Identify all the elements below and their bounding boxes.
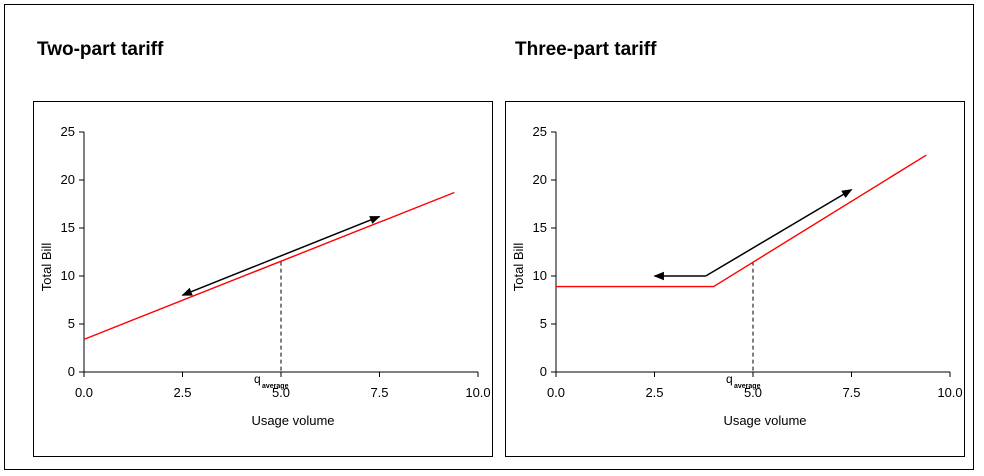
chart-two-part: 0 5 10 15 20 25 0.0 2.5 5.0 7.5 10.0 Usage volume To… xyxy=(33,101,493,457)
x-axis-label: Usage volume xyxy=(251,413,334,428)
y-tick-label: 25 xyxy=(533,124,547,139)
y-tick-label: 20 xyxy=(61,172,75,187)
x-tick-label: 5.0 xyxy=(744,385,762,400)
y-tick-label: 15 xyxy=(533,220,547,235)
q-average-subscript: average xyxy=(262,383,289,390)
x-tick-label: 5.0 xyxy=(272,385,290,400)
double-arrow xyxy=(181,215,381,296)
x-tick-label: 10.0 xyxy=(937,385,962,400)
y-axis-label: Total Bill xyxy=(511,243,526,292)
q-average-label: q xyxy=(254,372,261,386)
y-tick-label: 15 xyxy=(61,220,75,235)
y-tick-label: 20 xyxy=(533,172,547,187)
chart-three-part: 0 5 10 15 20 25 0.0 2.5 5.0 7.5 10.0 Usage volume To… xyxy=(505,101,965,457)
arrow-up-right xyxy=(705,188,853,277)
q-average-subscript: average xyxy=(734,383,761,390)
y-tick-label: 25 xyxy=(61,124,75,139)
x-tick-label: 0.0 xyxy=(75,385,93,400)
figure-frame: Two-part tariff Three-part tariff 0 5 10 15… xyxy=(4,4,974,470)
series-line xyxy=(83,191,455,341)
y-tick-label: 10 xyxy=(61,268,75,283)
x-tick-label: 7.5 xyxy=(842,385,860,400)
x-axis-label: Usage volume xyxy=(723,413,806,428)
y-tick-label: 10 xyxy=(533,268,547,283)
chart-three-part-svg: 0 5 10 15 20 25 0.0 2.5 5.0 7.5 10.0 Usage volume To… xyxy=(511,124,963,428)
y-tick-label: 0 xyxy=(68,364,75,379)
y-axis-label: Total Bill xyxy=(39,243,54,292)
x-tick-label: 2.5 xyxy=(173,385,191,400)
y-tick-label: 5 xyxy=(540,316,547,331)
x-tick-label: 2.5 xyxy=(645,385,663,400)
y-tick-label: 5 xyxy=(68,316,75,331)
chart-title-three-part: Three-part tariff xyxy=(515,39,657,60)
chart-two-part-svg: 0 5 10 15 20 25 0.0 2.5 5.0 7.5 10.0 Usage volume To… xyxy=(39,124,491,428)
x-tick-label: 7.5 xyxy=(370,385,388,400)
y-tick-label: 0 xyxy=(540,364,547,379)
q-average-label: q xyxy=(726,372,733,386)
x-tick-label: 0.0 xyxy=(547,385,565,400)
x-tick-label: 10.0 xyxy=(465,385,490,400)
chart-title-two-part: Two-part tariff xyxy=(37,39,164,60)
series-line xyxy=(556,154,927,288)
